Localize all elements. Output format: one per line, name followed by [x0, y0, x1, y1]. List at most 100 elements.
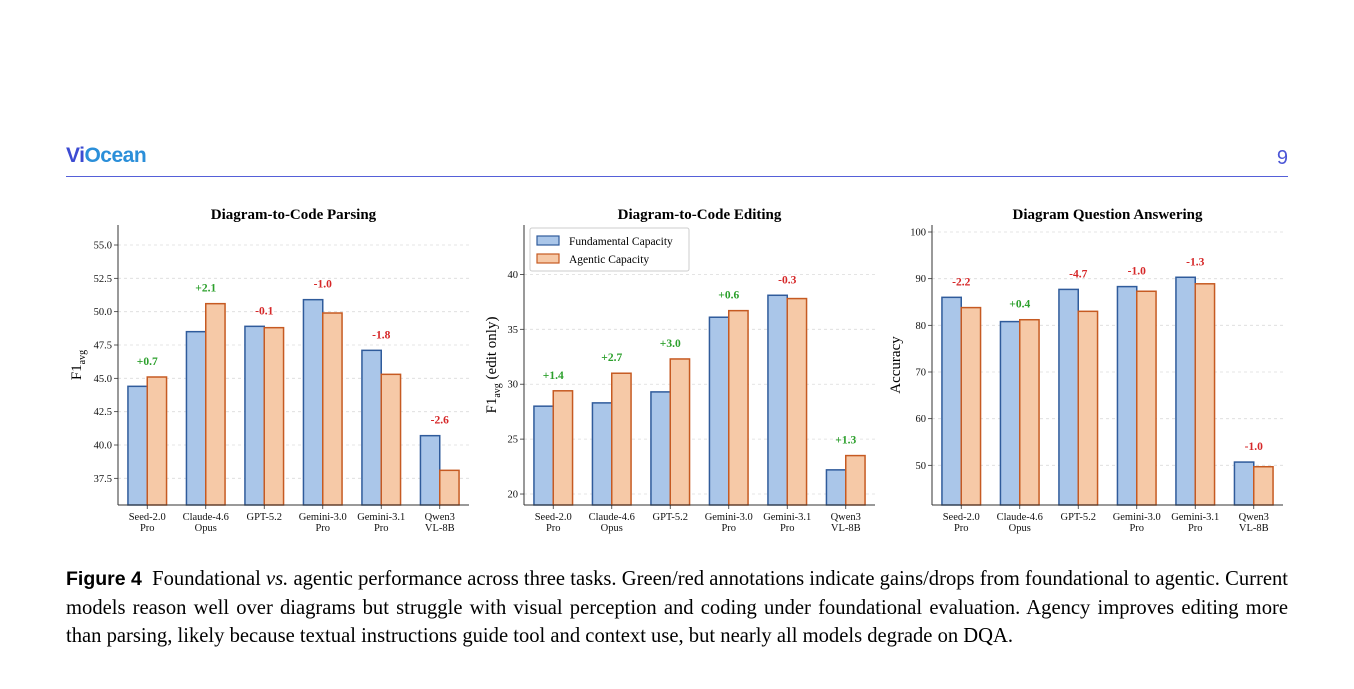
x-tick-label: VL-8B	[1239, 523, 1269, 534]
x-tick-label: Pro	[546, 523, 561, 534]
x-tick-label: Opus	[601, 523, 623, 534]
logo: ViOcean	[66, 143, 147, 169]
bar-fundamental	[650, 391, 672, 506]
legend-swatch-agentic	[536, 253, 560, 264]
gain-drop-label: +1.4	[543, 370, 564, 382]
x-tick-label: Claude-4.6	[183, 512, 229, 523]
bar-agentic	[1194, 283, 1216, 506]
x-tick-label: VL-8B	[425, 523, 455, 534]
x-tick-label: Seed-2.0	[535, 512, 572, 523]
bar-agentic	[786, 297, 808, 506]
y-tick-label: 55.0	[94, 241, 112, 252]
y-axis-label: F1avg (edit only)	[484, 317, 503, 414]
bar-agentic	[669, 358, 691, 506]
gain-drop-label: -1.3	[1186, 256, 1204, 268]
page-number: 9	[1276, 147, 1288, 169]
y-tick-label: 50	[916, 461, 927, 472]
bar-agentic	[960, 306, 982, 506]
bar-fundamental	[591, 402, 613, 506]
y-axis-label-main: Accuracy	[888, 336, 904, 394]
y-tick-label: 100	[910, 228, 926, 239]
x-tick-label: Pro	[721, 523, 736, 534]
x-tick-label: Pro	[1129, 523, 1144, 534]
chart-title: Diagram Question Answering	[1012, 207, 1203, 223]
y-axis-label-suffix: (edit only)	[484, 317, 500, 384]
gain-drop-label: +2.1	[195, 283, 216, 295]
logo-text-vi: Vi	[66, 144, 85, 167]
x-tick-label: Pro	[954, 523, 969, 534]
legend-box	[529, 227, 690, 272]
bar-agentic	[611, 372, 632, 506]
y-axis-label-subscript: avg	[492, 383, 503, 397]
bar-fundamental	[1233, 461, 1255, 506]
bar-fundamental	[244, 325, 266, 506]
bar-fundamental	[127, 385, 148, 506]
gain-drop-label: +0.7	[137, 356, 158, 368]
bar-agentic	[1077, 310, 1099, 506]
figure-caption: Figure 4 Foundational vs. agentic perfor…	[66, 565, 1288, 651]
chart-title: Diagram-to-Code Editing	[618, 207, 782, 223]
bar-agentic	[263, 326, 285, 506]
y-tick-label: 45.0	[94, 374, 112, 385]
bar-fundamental	[361, 349, 383, 506]
bar-fundamental	[999, 320, 1021, 506]
x-tick-label: Pro	[374, 523, 389, 534]
bar-agentic	[322, 312, 343, 506]
bar-fundamental	[533, 405, 555, 506]
x-tick-label: Pro	[780, 523, 795, 534]
x-tick-label: Gemini-3.0	[299, 512, 347, 523]
y-tick-label: 90	[916, 274, 927, 285]
gain-drop-label: +3.0	[660, 338, 681, 350]
legend-swatch-fundamental	[536, 235, 560, 246]
y-tick-label: 50.0	[94, 307, 112, 318]
legend-label-fundamental: Fundamental Capacity	[569, 236, 673, 248]
bar-agentic	[439, 469, 460, 506]
chart-panel-2: 2025303540+1.4Seed-2.0Pro+2.7Claude-4.6O…	[484, 207, 875, 534]
bar-fundamental	[941, 296, 963, 506]
y-axis-label: F1avg	[69, 350, 88, 380]
gain-drop-label: -2.6	[431, 415, 449, 427]
x-tick-label: Pro	[315, 523, 330, 534]
chart-title: Diagram-to-Code Parsing	[211, 207, 377, 223]
gain-drop-label: +0.6	[718, 290, 739, 302]
y-tick-label: 60	[916, 414, 927, 425]
x-tick-label: Seed-2.0	[129, 512, 166, 523]
y-tick-label: 25	[508, 435, 519, 446]
caption-italic: vs.	[266, 568, 289, 590]
bar-agentic	[1253, 465, 1274, 506]
bar-fundamental	[185, 330, 207, 506]
bar-fundamental	[1116, 285, 1138, 506]
chart-panel-1: 37.5 40.0 42.5 45.0 47.5 50.0 52.5 55.0 +0.7 Seed…	[69, 207, 469, 534]
x-tick-label: GPT-5.2	[1061, 512, 1097, 523]
y-tick-label: 30	[508, 380, 519, 391]
gain-drop-label: -4.7	[1069, 268, 1087, 280]
y-axis-label: Accuracy	[888, 336, 904, 394]
x-tick-label: Seed-2.0	[943, 512, 980, 523]
y-axis-label-main: F1	[69, 364, 85, 380]
bar-agentic	[1136, 290, 1157, 506]
bar-fundamental	[419, 434, 441, 506]
bar-agentic	[845, 454, 866, 506]
y-tick-label: 35	[508, 325, 519, 336]
bar-agentic	[205, 302, 226, 506]
gain-drop-label: -1.0	[1128, 266, 1146, 278]
caption-text-after: agentic performance across three tasks. …	[66, 568, 1288, 647]
y-tick-label: 42.5	[94, 407, 112, 418]
x-tick-label: Gemini-3.1	[1171, 512, 1219, 523]
x-tick-label: Gemini-3.1	[763, 512, 811, 523]
bar-fundamental	[767, 294, 789, 506]
x-tick-label: VL-8B	[831, 523, 861, 534]
caption-text-before: Foundational	[152, 568, 267, 590]
gain-drop-label: -1.0	[1245, 441, 1263, 453]
gain-drop-label: +2.7	[601, 352, 622, 364]
x-tick-label: Qwen3	[831, 512, 861, 523]
bar-agentic	[1019, 318, 1040, 506]
x-tick-label: Opus	[195, 523, 217, 534]
x-tick-label: Qwen3	[1239, 512, 1269, 523]
gain-drop-label: -1.0	[314, 279, 332, 291]
bar-fundamental	[302, 298, 324, 506]
y-tick-label: 20	[508, 490, 519, 501]
gain-drop-label: +0.4	[1009, 299, 1030, 311]
header-rule	[66, 176, 1288, 177]
x-tick-label: Gemini-3.0	[1113, 512, 1161, 523]
